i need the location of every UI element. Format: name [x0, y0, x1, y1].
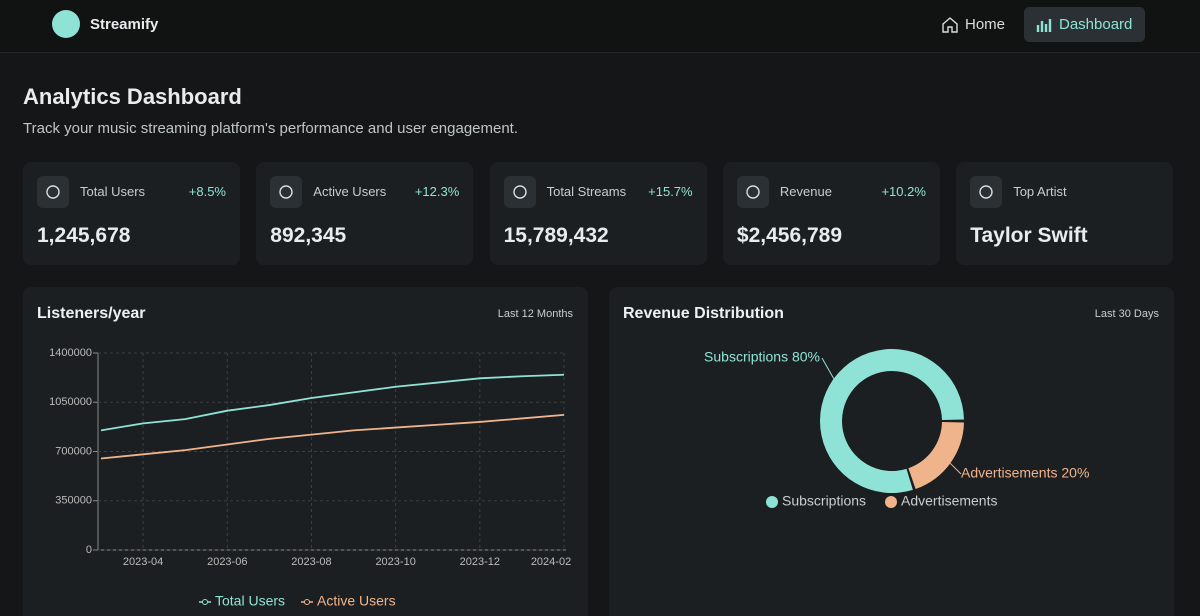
stat-change: +15.7%	[648, 184, 693, 199]
legend-dot	[202, 599, 208, 605]
stat-card: Active Users +12.3% 892,345	[256, 162, 474, 265]
legend-label: Subscriptions	[782, 493, 866, 509]
stat-icon	[37, 176, 69, 208]
brand: Streamify	[90, 16, 159, 33]
legend-label: Total Users	[215, 593, 285, 609]
legend-dot	[766, 496, 778, 508]
icon	[279, 185, 293, 199]
icon	[979, 185, 993, 199]
slice-label: Subscriptions 80%	[704, 349, 820, 365]
nav-home[interactable]: Home	[930, 7, 1016, 42]
y-tick-label: 350000	[55, 495, 92, 507]
stat-label: Revenue	[779, 184, 832, 199]
stat-card: Total Users +8.5% 1,245,678	[23, 162, 240, 265]
stat-icon	[970, 176, 1003, 208]
stat-value: 1,245,678	[37, 224, 131, 247]
legend-dot	[885, 496, 897, 508]
y-tick-label: 0	[86, 544, 92, 556]
chart-icon	[1036, 18, 1052, 32]
legend-dot	[304, 599, 310, 605]
stat-icon	[270, 176, 303, 208]
panel-title: Revenue Distribution	[623, 305, 784, 322]
slice-label: Advertisements 20%	[961, 465, 1089, 481]
stat-label: Total Users	[80, 184, 146, 199]
legend-label: Advertisements	[901, 493, 997, 509]
panel-period: Last 30 Days	[1095, 308, 1160, 320]
top-bar: Streamify Home Dashboard	[0, 0, 1200, 53]
logo	[52, 10, 80, 38]
series-line	[100, 373, 565, 432]
x-tick-label: 2024-02	[531, 556, 571, 568]
x-tick-label: 2023-04	[123, 556, 163, 568]
stat-icon	[503, 176, 536, 208]
home-icon	[942, 16, 958, 33]
x-tick-label: 2023-06	[207, 556, 247, 568]
nav-dashboard[interactable]: Dashboard	[1024, 7, 1145, 42]
leader-line	[821, 357, 835, 379]
nav-label: Home	[965, 16, 1006, 33]
stat-label: Active Users	[313, 184, 387, 199]
page-subtitle: Track your music streaming platform's pe…	[23, 120, 519, 137]
leader-line	[949, 462, 962, 475]
x-tick-label: 2023-10	[375, 556, 415, 568]
icon	[512, 185, 527, 199]
stat-change: +12.3%	[414, 184, 460, 199]
stat-card: Total Streams +15.7% 15,789,432	[489, 162, 707, 265]
x-tick-label: 2023-08	[291, 556, 331, 568]
pie-slice	[908, 421, 964, 490]
y-tick-label: 700000	[55, 445, 92, 457]
x-tick-label: 2023-12	[460, 556, 500, 568]
series-line	[100, 414, 565, 460]
stat-value: 15,789,432	[503, 224, 609, 247]
stat-value: Taylor Swift	[970, 224, 1088, 247]
stat-change: +8.5%	[188, 184, 226, 199]
stat-label: Total Streams	[546, 184, 627, 199]
stat-change: +10.2%	[881, 184, 926, 199]
panel-period: Last 12 Months	[498, 308, 574, 320]
page-title: Analytics Dashboard	[23, 84, 242, 109]
icon	[746, 185, 760, 199]
stat-card: Revenue +10.2% $2,456,789	[722, 162, 940, 265]
pie-panel	[609, 287, 1174, 616]
icon	[46, 185, 60, 199]
y-tick-label: 1050000	[49, 396, 92, 408]
stat-label: Top Artist	[1013, 184, 1067, 199]
stat-value: 892,345	[270, 224, 347, 247]
y-tick-label: 1400000	[49, 347, 92, 359]
stat-icon	[736, 176, 769, 208]
panel-title: Listeners/year	[37, 305, 146, 322]
legend-label: Active Users	[317, 593, 396, 609]
stat-value: $2,456,789	[736, 224, 842, 247]
nav-label: Dashboard	[1059, 16, 1133, 33]
pie-slice	[820, 349, 964, 493]
stat-card: Top Artist Taylor Swift	[956, 162, 1174, 265]
